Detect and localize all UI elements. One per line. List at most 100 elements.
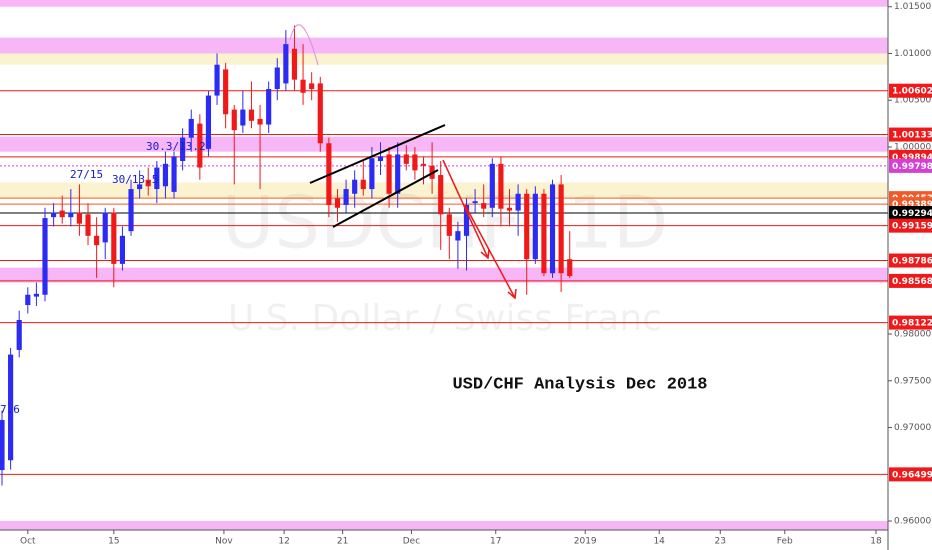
candle-body (42, 218, 48, 295)
zone (0, 37, 888, 54)
candle-body (197, 123, 203, 168)
candle-body (472, 201, 478, 204)
x-tick-label: Dec (403, 537, 420, 547)
analysis-title: USD/CHF Analysis Dec 2018 (452, 375, 707, 394)
candle-body (386, 154, 392, 194)
channel-upper (309, 124, 446, 184)
candle-body (309, 83, 315, 90)
candle-body (515, 193, 521, 211)
annotation: 7.6 (0, 403, 20, 416)
axes: 1.01500 1.01000 1.00500 1.00000 0.98000 0.975… (20, 2, 932, 547)
x-tick-label: 14 (653, 537, 665, 547)
level-label-box (889, 253, 932, 268)
level-label: 0.99798 (892, 162, 932, 172)
level-label-box (889, 127, 932, 142)
y-tick-label: 1.01000 (894, 49, 931, 59)
y-tick-label: 1.00500 (894, 96, 931, 106)
candle-body (377, 156, 384, 162)
candle-body (395, 154, 401, 194)
level-label-box (889, 158, 932, 173)
candle-body (541, 193, 547, 274)
candle-body (498, 163, 504, 209)
candle-body (266, 89, 272, 125)
candle-body (558, 184, 564, 274)
zone (0, 182, 888, 199)
watermark-subtitle: U.S. Dollar / Swiss Franc (228, 298, 662, 339)
candle-body (248, 109, 255, 121)
x-tick-label: Nov (215, 537, 233, 547)
candle-body (33, 293, 39, 297)
level-label-box (889, 315, 932, 330)
x-tick-label: Feb (777, 537, 793, 547)
arc (289, 24, 319, 66)
zone (0, 267, 888, 283)
candle-body (360, 179, 366, 190)
candle-body (481, 203, 487, 209)
x-tick-label: 17 (490, 537, 501, 547)
candle-body (51, 212, 57, 218)
candle-body (291, 48, 298, 80)
candle-body (231, 109, 237, 131)
candle-body (283, 44, 289, 84)
candle-body (274, 67, 280, 90)
level-label-box (889, 467, 932, 482)
arrow (464, 204, 516, 299)
candle-body (94, 235, 100, 246)
level-label: 0.98568 (892, 277, 932, 287)
annotation: 30.3/13.2 (146, 140, 206, 153)
candle-body (240, 109, 246, 126)
y-tick-label: 1.01500 (894, 2, 931, 12)
y-tick-label: 0.97500 (894, 376, 931, 386)
candle-body (128, 189, 134, 232)
level-label: 0.99894 (892, 153, 932, 163)
candle-body (171, 156, 177, 192)
candle-body (214, 64, 220, 96)
candle-body (438, 175, 444, 215)
candle-body (145, 179, 151, 187)
candle-body (76, 212, 82, 224)
candle-body (463, 204, 470, 236)
level-label: 0.96499 (892, 470, 932, 480)
drawings (289, 24, 517, 300)
level-label: 1.00602 (892, 87, 932, 97)
candle-body (85, 214, 91, 236)
x-tick-label: Oct (20, 537, 36, 547)
zone (0, 0, 888, 7)
candle-body (524, 193, 530, 260)
x-tick-label: 15 (108, 537, 119, 547)
candle-body (506, 207, 513, 211)
annotation: 27/15 (70, 168, 103, 181)
zone (0, 53, 888, 65)
x-tick-label: 18 (870, 537, 882, 547)
zone (0, 521, 888, 530)
level-label-box (889, 206, 932, 221)
x-tick-label: 12 (278, 537, 289, 547)
arrow-head (480, 248, 490, 260)
candle-body (257, 118, 263, 125)
level-label: 0.98786 (892, 257, 932, 267)
watermark: USDCHF, 1D (222, 181, 669, 265)
candle-body (25, 294, 31, 306)
candle-body (317, 83, 323, 144)
candle-body (154, 167, 160, 190)
level-label-box (889, 273, 932, 288)
candle-body (334, 198, 341, 208)
candle-body (412, 154, 418, 171)
candle-body (352, 179, 358, 194)
level-label: 1.00133 (892, 131, 932, 141)
candle-body (137, 184, 143, 190)
candle-body (16, 319, 22, 350)
candle-body (119, 235, 126, 264)
candle-body (8, 354, 14, 461)
candle-body (403, 154, 409, 164)
candle-body (300, 79, 306, 93)
y-tick-label: 0.98000 (894, 330, 931, 340)
candle-body (343, 189, 349, 205)
level-label-box (889, 83, 932, 98)
x-tick-label: 2019 (574, 537, 597, 547)
level-label: 0.99389 (892, 200, 932, 210)
level-label: 0.98122 (892, 319, 932, 329)
y-tick-label: 0.97000 (894, 423, 931, 433)
candle-body (0, 420, 5, 471)
